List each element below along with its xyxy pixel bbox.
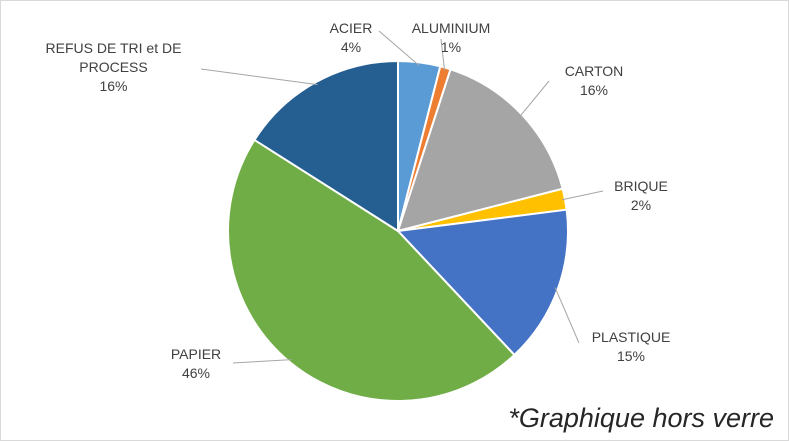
data-label: REFUS DE TRI et DE PROCESS 16%: [31, 39, 196, 96]
data-label: PAPIER 46%: [161, 345, 231, 383]
data-label: ALUMINIUM 1%: [401, 19, 501, 57]
value-label: 16%: [99, 78, 128, 94]
leader-line: [519, 80, 550, 117]
data-label: CARTON 16%: [549, 62, 639, 100]
value-label: 1%: [440, 39, 462, 55]
leader-line: [232, 359, 292, 364]
category-label: BRIQUE: [614, 178, 668, 194]
category-label: CARTON: [564, 63, 624, 79]
pie-slice: [253, 59, 399, 233]
leader-line: [200, 68, 318, 86]
leader-line: [440, 38, 446, 71]
value-label: 46%: [181, 365, 211, 381]
value-label: 4%: [340, 39, 362, 55]
value-label: 2%: [630, 197, 652, 213]
category-label: PLASTIQUE: [591, 329, 671, 345]
value-label: 15%: [616, 348, 646, 364]
data-label: ACIER 4%: [321, 19, 381, 57]
leader-line: [561, 190, 604, 201]
category-label: ALUMINIUM: [411, 20, 491, 36]
category-label: REFUS DE TRI et DE PROCESS: [45, 40, 182, 75]
value-label: 16%: [579, 82, 609, 98]
data-label: PLASTIQUE 15%: [576, 328, 686, 366]
pie-slice: [395, 208, 569, 357]
category-label: PAPIER: [170, 346, 222, 362]
category-label: ACIER: [329, 20, 373, 36]
data-label: BRIQUE 2%: [601, 177, 681, 215]
leader-line: [378, 30, 420, 66]
annotation: *Graphique hors verre: [508, 403, 774, 433]
pie-slice: [226, 138, 516, 403]
leader-line: [554, 287, 580, 344]
